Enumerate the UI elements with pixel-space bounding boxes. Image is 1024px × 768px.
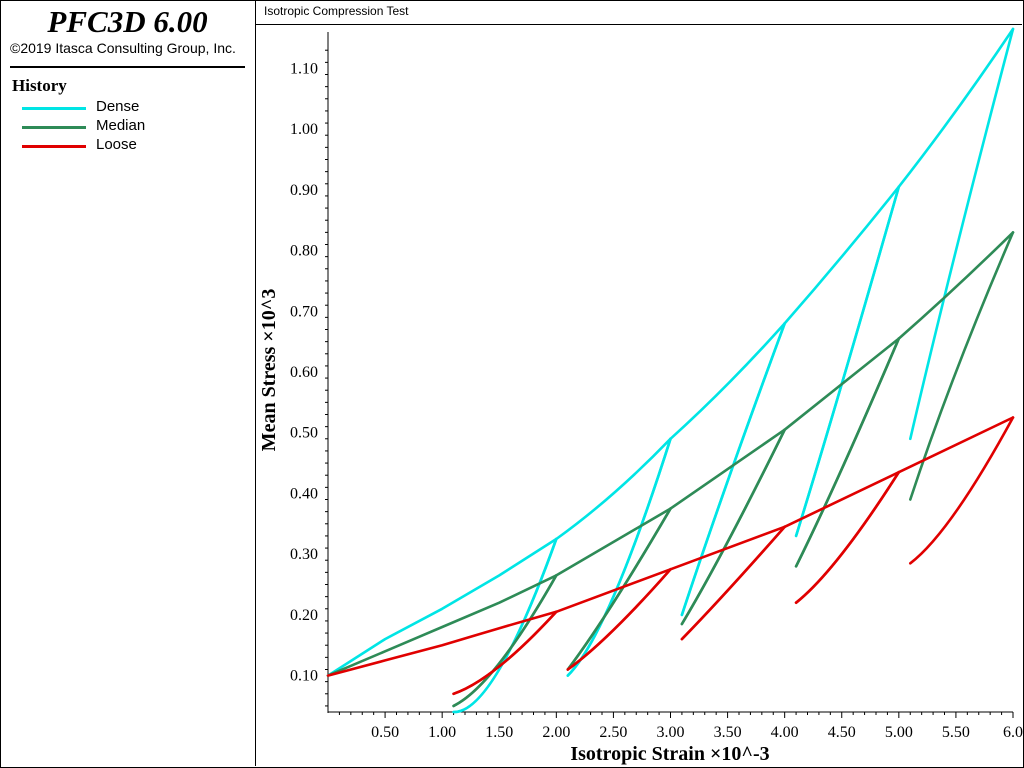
series-loose-unload	[909, 416, 1015, 565]
series-loose	[326, 416, 1015, 696]
x-tick-label: 2.00	[542, 724, 570, 741]
series-dense-unload-reload	[680, 322, 786, 617]
series-loose-unload-reload	[680, 525, 786, 641]
x-tick-label: 5.50	[942, 724, 970, 741]
series-median-unload-reload	[794, 337, 901, 568]
legend-swatch-dense	[22, 107, 86, 110]
y-tick-label: 0.40	[290, 485, 318, 502]
series-loose-loading	[555, 568, 672, 614]
legend-label-dense: Dense	[96, 98, 140, 115]
x-tick-label: 4.00	[771, 724, 799, 741]
y-tick-label: 1.00	[290, 121, 318, 138]
series-dense-unload-reload	[566, 437, 672, 677]
series-dense	[326, 27, 1015, 714]
series-dense-unload	[909, 27, 1015, 441]
x-tick-label: 3.50	[714, 724, 742, 741]
series-median-loading	[326, 574, 558, 677]
series-loose-unload-reload	[452, 610, 558, 696]
x-tick-label: 2.50	[599, 724, 627, 741]
series-loose-loading	[897, 416, 1015, 474]
series-median-unload-reload	[566, 507, 672, 671]
series-dense-loading	[669, 322, 786, 441]
chart-series	[326, 27, 1015, 714]
plot-title: Isotropic Compression Test	[264, 4, 409, 18]
series-dense-loading	[326, 537, 558, 677]
x-tick-label: 6.0	[1003, 724, 1023, 741]
series-median-loading	[897, 231, 1015, 340]
series-loose-loading	[669, 525, 786, 571]
series-median	[326, 231, 1015, 708]
chart-tick-labels: 0.50 1.00 1.50 2.00 2.50 3.00 3.50 4.00 4.50 5.00…	[290, 60, 1023, 741]
legend-swatch-loose	[22, 145, 86, 148]
series-dense-unload-reload	[452, 537, 558, 714]
copyright-text: ©2019 Itasca Consulting Group, Inc.	[10, 40, 236, 56]
y-tick-label: 0.70	[290, 303, 318, 320]
x-tick-label: 5.00	[885, 724, 913, 741]
x-tick-label: 1.00	[428, 724, 456, 741]
chart-axes	[325, 32, 1014, 718]
x-tick-label: 3.00	[657, 724, 685, 741]
y-tick-label: 0.30	[290, 546, 318, 563]
legend-swatch-median	[22, 126, 86, 129]
legend-label-median: Median	[96, 117, 146, 134]
series-dense-loading	[783, 185, 901, 325]
plot-title-divider	[256, 24, 1022, 25]
series-median-unload-reload	[452, 574, 558, 708]
legend-title: History	[12, 76, 67, 95]
x-axis-title: Isotropic Strain ×10^-3	[570, 743, 769, 765]
series-dense-loading	[555, 437, 672, 541]
series-dense-loading	[897, 27, 1015, 189]
series-loose-loading	[326, 610, 558, 677]
series-loose-loading	[783, 470, 901, 529]
series-median-loading	[555, 507, 672, 577]
y-tick-label: 1.10	[290, 60, 318, 77]
y-tick-label: 0.50	[290, 425, 318, 442]
series-dense-unload-reload	[566, 437, 672, 677]
series-median-loading	[669, 428, 786, 510]
y-axis-title: Mean Stress ×10^3	[258, 289, 280, 452]
y-tick-label: 0.80	[290, 243, 318, 260]
x-tick-label: 0.50	[371, 724, 399, 741]
x-tick-label: 1.50	[485, 724, 513, 741]
y-tick-label: 0.20	[290, 607, 318, 624]
x-tick-label: 4.50	[828, 724, 856, 741]
legend-divider	[10, 66, 245, 68]
series-loose-unload-reload	[794, 470, 901, 604]
series-loose-unload-reload	[452, 610, 558, 696]
series-median-unload	[909, 231, 1015, 501]
y-tick-label: 0.10	[290, 668, 318, 685]
series-median-unload-reload	[680, 428, 786, 626]
y-tick-label: 0.90	[290, 182, 318, 199]
y-tick-label: 0.60	[290, 364, 318, 381]
series-loose-unload-reload	[566, 568, 672, 671]
series-median-loading	[783, 337, 901, 431]
series-dense-unload-reload	[794, 185, 901, 538]
legend-panel: PFC3D 6.00 ©2019 Itasca Consulting Group…	[0, 0, 256, 766]
legend-label-loose: Loose	[96, 136, 137, 153]
app-title: PFC3D 6.00	[47, 4, 208, 39]
